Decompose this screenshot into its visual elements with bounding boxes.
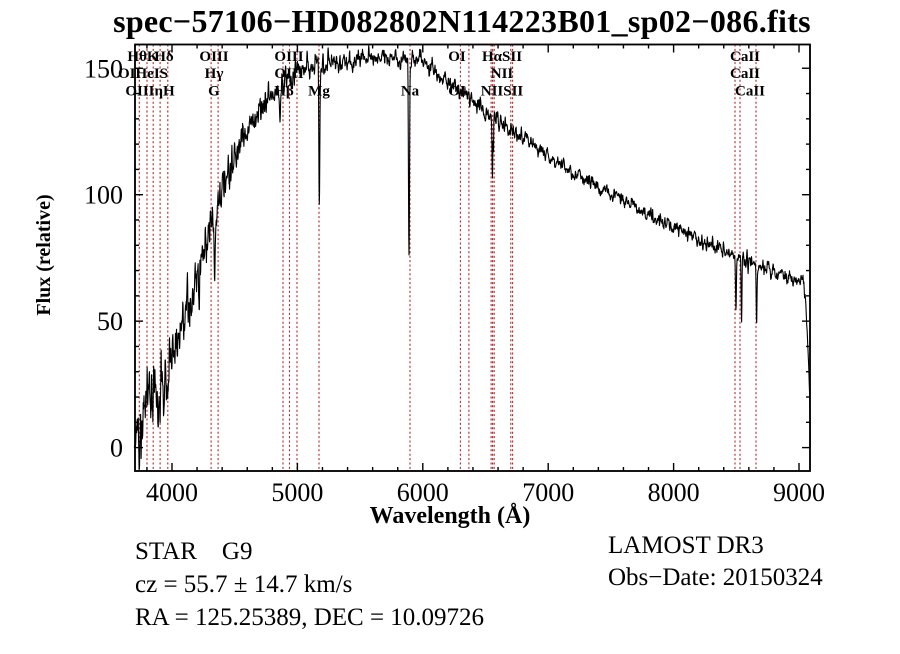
svg-text:OIII: OIII <box>274 49 303 65</box>
svg-text:CaII: CaII <box>730 66 760 82</box>
svg-text:CaII: CaII <box>735 84 765 100</box>
svg-text:Hγ: Hγ <box>205 66 224 82</box>
svg-text:OI: OI <box>448 49 466 65</box>
svg-text:G: G <box>208 84 220 100</box>
svg-text:NII: NII <box>491 66 514 82</box>
svg-text:Hδ: Hδ <box>154 49 174 65</box>
svg-text:HαSII: HαSII <box>482 49 522 65</box>
svg-text:NIISII: NIISII <box>481 84 524 100</box>
svg-text:50: 50 <box>97 307 123 336</box>
svg-text:100: 100 <box>84 181 123 210</box>
svg-text:CaII: CaII <box>730 49 760 65</box>
svg-text:OIIIηH: OIIIηH <box>125 84 175 100</box>
svg-text:150: 150 <box>84 54 123 83</box>
svg-text:0: 0 <box>110 434 123 463</box>
svg-text:OIII: OIII <box>199 49 228 65</box>
svg-text:Mg: Mg <box>308 84 330 100</box>
